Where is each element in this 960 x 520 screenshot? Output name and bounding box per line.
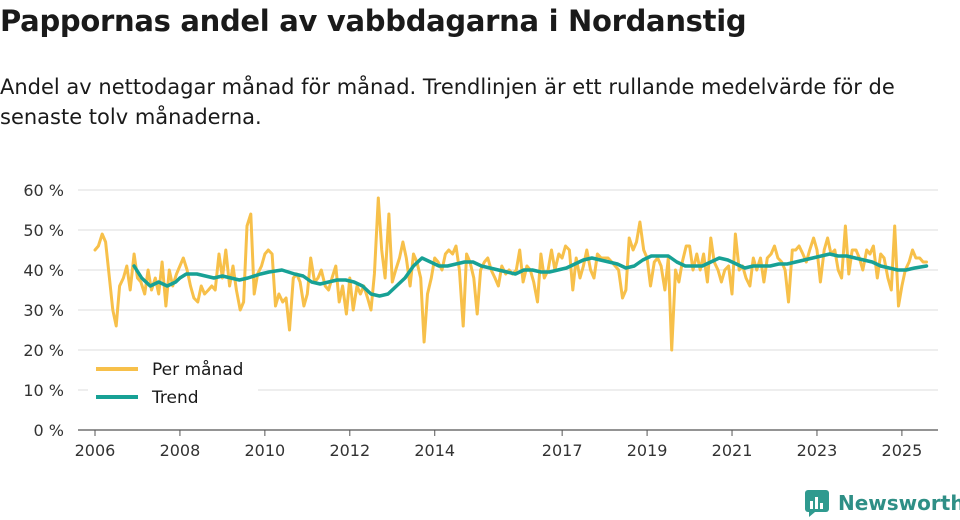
x-tick-label: 2023 — [797, 441, 838, 460]
y-tick-label: 50 % — [23, 221, 64, 240]
x-tick-label: 2017 — [542, 441, 583, 460]
x-axis: 2006 2008 2010 2012 2014 2017 2019 2021 2023 2025 — [75, 430, 923, 460]
chart-title: Pappornas andel av vabbdagarna i Nordans… — [0, 4, 747, 38]
x-tick-label: 2019 — [627, 441, 668, 460]
y-tick-label: 30 % — [23, 301, 64, 320]
chart-subtitle: Andel av nettodagar månad för månad. Tre… — [0, 75, 895, 129]
newsworthy-brand[interactable]: Newsworthy — [804, 489, 960, 517]
y-tick-label: 0 % — [34, 421, 64, 440]
x-tick-label: 2006 — [75, 441, 116, 460]
y-tick-label: 20 % — [23, 341, 64, 360]
legend-background — [88, 354, 258, 412]
y-tick-label: 10 % — [23, 381, 64, 400]
x-tick-label: 2021 — [712, 441, 753, 460]
legend-label: Trend — [151, 388, 199, 408]
x-tick-label: 2008 — [160, 441, 201, 460]
x-tick-label: 2010 — [245, 441, 286, 460]
legend: Per månad Trend — [88, 354, 258, 412]
newsworthy-logo-icon — [805, 490, 829, 517]
series-line-trend — [132, 252, 929, 298]
x-tick-label: 2014 — [414, 441, 455, 460]
x-tick-label: 2012 — [329, 441, 370, 460]
y-tick-label: 60 % — [23, 181, 64, 200]
x-tick-label: 2025 — [882, 441, 923, 460]
y-tick-label: 40 % — [23, 261, 64, 280]
y-axis-labels: 0 % 10 % 20 % 30 % 40 % 50 % 60 % — [23, 181, 64, 440]
brand-name: Newsworthy — [838, 491, 960, 515]
legend-label: Per månad — [152, 359, 243, 380]
series-lines — [93, 196, 929, 352]
